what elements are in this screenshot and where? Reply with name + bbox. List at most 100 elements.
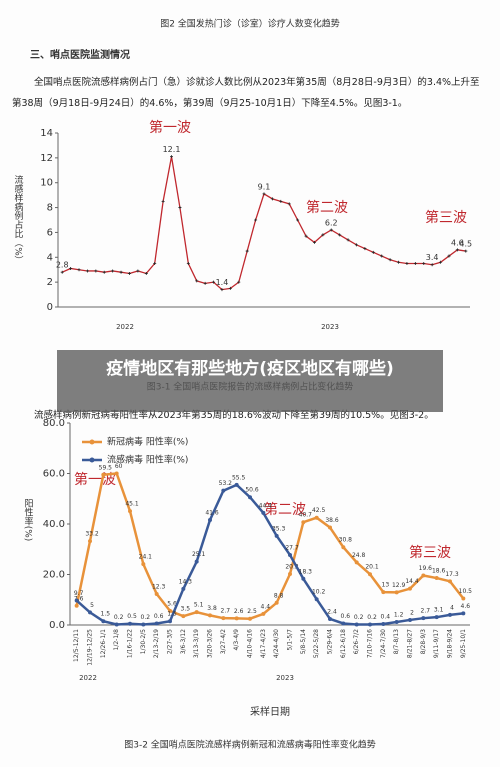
point (314, 515, 319, 520)
point (354, 243, 358, 247)
x-group-label: 2022 (79, 674, 97, 682)
point (447, 254, 451, 258)
x-group-label: 2023 (321, 323, 339, 331)
point (421, 616, 426, 621)
point (314, 597, 319, 602)
data-label: 35.3 (272, 525, 286, 532)
point (388, 258, 392, 262)
point (422, 262, 426, 265)
point (228, 286, 232, 290)
point (77, 268, 81, 272)
point (136, 269, 140, 273)
point (141, 622, 146, 627)
point (88, 539, 92, 544)
y-tick-label: 2 (47, 277, 53, 288)
point (421, 573, 426, 578)
data-label: 17.3 (445, 571, 459, 578)
data-label: 24.8 (352, 552, 366, 559)
point (194, 610, 199, 615)
point (464, 249, 468, 253)
x-tick-label: 8/28-9/3 (420, 629, 427, 654)
data-label: 50.6 (245, 487, 259, 494)
y-tick-label: 8 (47, 203, 53, 214)
data-label: 4 (450, 604, 454, 611)
data-label: 44.4 (259, 502, 273, 509)
point (381, 621, 386, 626)
point (237, 280, 241, 284)
data-label: 2.7 (221, 608, 231, 615)
data-label: 55.5 (232, 474, 246, 481)
point (119, 270, 123, 274)
point (408, 617, 412, 622)
y-tick-label: 20.0 (43, 570, 65, 581)
x-tick-label: 9/18-9/24 (447, 629, 454, 658)
point (434, 615, 439, 620)
paragraph: 全国哨点医院流感样病例占门（急）诊就诊人数比例从2023年第35周（8月28日-… (12, 77, 480, 109)
point (354, 560, 359, 565)
data-label: 12.1 (163, 145, 181, 154)
point (128, 509, 132, 514)
data-label: 60 (115, 463, 123, 470)
figure-caption: 图3-2 全国哨点医院流感样病例新冠和流感病毒阳性率变化趋势 (124, 739, 376, 751)
data-label: 2 (410, 609, 414, 616)
point (288, 571, 292, 576)
data-label: 1.5 (101, 611, 111, 618)
figure-caption: 图2 全国发热门诊（诊室）诊疗人数变化趋势 (160, 18, 340, 30)
point (381, 590, 386, 595)
x-tick-label: 12/26-1/1 (100, 629, 107, 658)
data-label: 4.5 (459, 240, 472, 249)
point (234, 616, 239, 621)
overlay-title: 疫情地区有那些地方(疫区地区有哪些) (57, 350, 443, 412)
line (75, 472, 465, 620)
data-label: 14.3 (179, 578, 193, 585)
x-tick-label: 5/29-6/4 (327, 629, 334, 654)
data-label: 0.2 (114, 614, 124, 621)
legend-label: 新冠病毒 阳性率(%) (107, 436, 188, 448)
data-label: 10.2 (312, 589, 326, 596)
data-label: 0.6 (154, 613, 164, 620)
point (354, 622, 359, 627)
x-axis-label: 采样日期 (250, 705, 290, 718)
point (368, 622, 372, 627)
point (405, 262, 409, 265)
x-tick-label: 1/30-2/5 (140, 629, 147, 654)
data-label: 0.4 (381, 613, 391, 620)
data-label: 5.1 (194, 602, 204, 609)
data-label: 41.6 (205, 509, 219, 516)
data-label: 42.5 (312, 507, 326, 514)
y-tick-label: 4 (47, 252, 53, 263)
data-label: 53.2 (219, 480, 233, 487)
point (270, 197, 274, 201)
point (338, 233, 342, 237)
point (312, 240, 316, 244)
point (168, 608, 172, 613)
section-heading: 三、哨点医院监测情况 (30, 48, 130, 61)
data-label: 0.6 (341, 613, 351, 620)
point (74, 598, 79, 603)
point (346, 238, 350, 242)
point (455, 248, 459, 252)
point (341, 621, 346, 626)
point (394, 619, 399, 624)
x-tick-label: 2/13-2/19 (153, 629, 160, 658)
data-label: 4.6 (451, 238, 464, 247)
data-label: 33.2 (85, 531, 99, 538)
x-tick-label: 3/13-3/19 (193, 629, 200, 658)
point (170, 155, 174, 159)
line (61, 156, 466, 291)
point (128, 621, 132, 626)
data-label: 19.6 (419, 565, 433, 572)
y-tick-label: 80.0 (43, 418, 65, 429)
point (245, 249, 249, 253)
x-tick-label: 1/2-1/8 (113, 629, 120, 651)
point (101, 472, 106, 477)
data-label: 24.1 (139, 554, 153, 561)
data-label: 5.6 (167, 600, 177, 607)
point (85, 269, 89, 273)
data-label: 45.1 (125, 501, 139, 508)
point (461, 611, 466, 616)
point (101, 619, 106, 624)
data-label: 12.9 (392, 582, 406, 589)
data-label: 3.8 (207, 605, 217, 612)
data-label: 2.7 (421, 608, 431, 615)
